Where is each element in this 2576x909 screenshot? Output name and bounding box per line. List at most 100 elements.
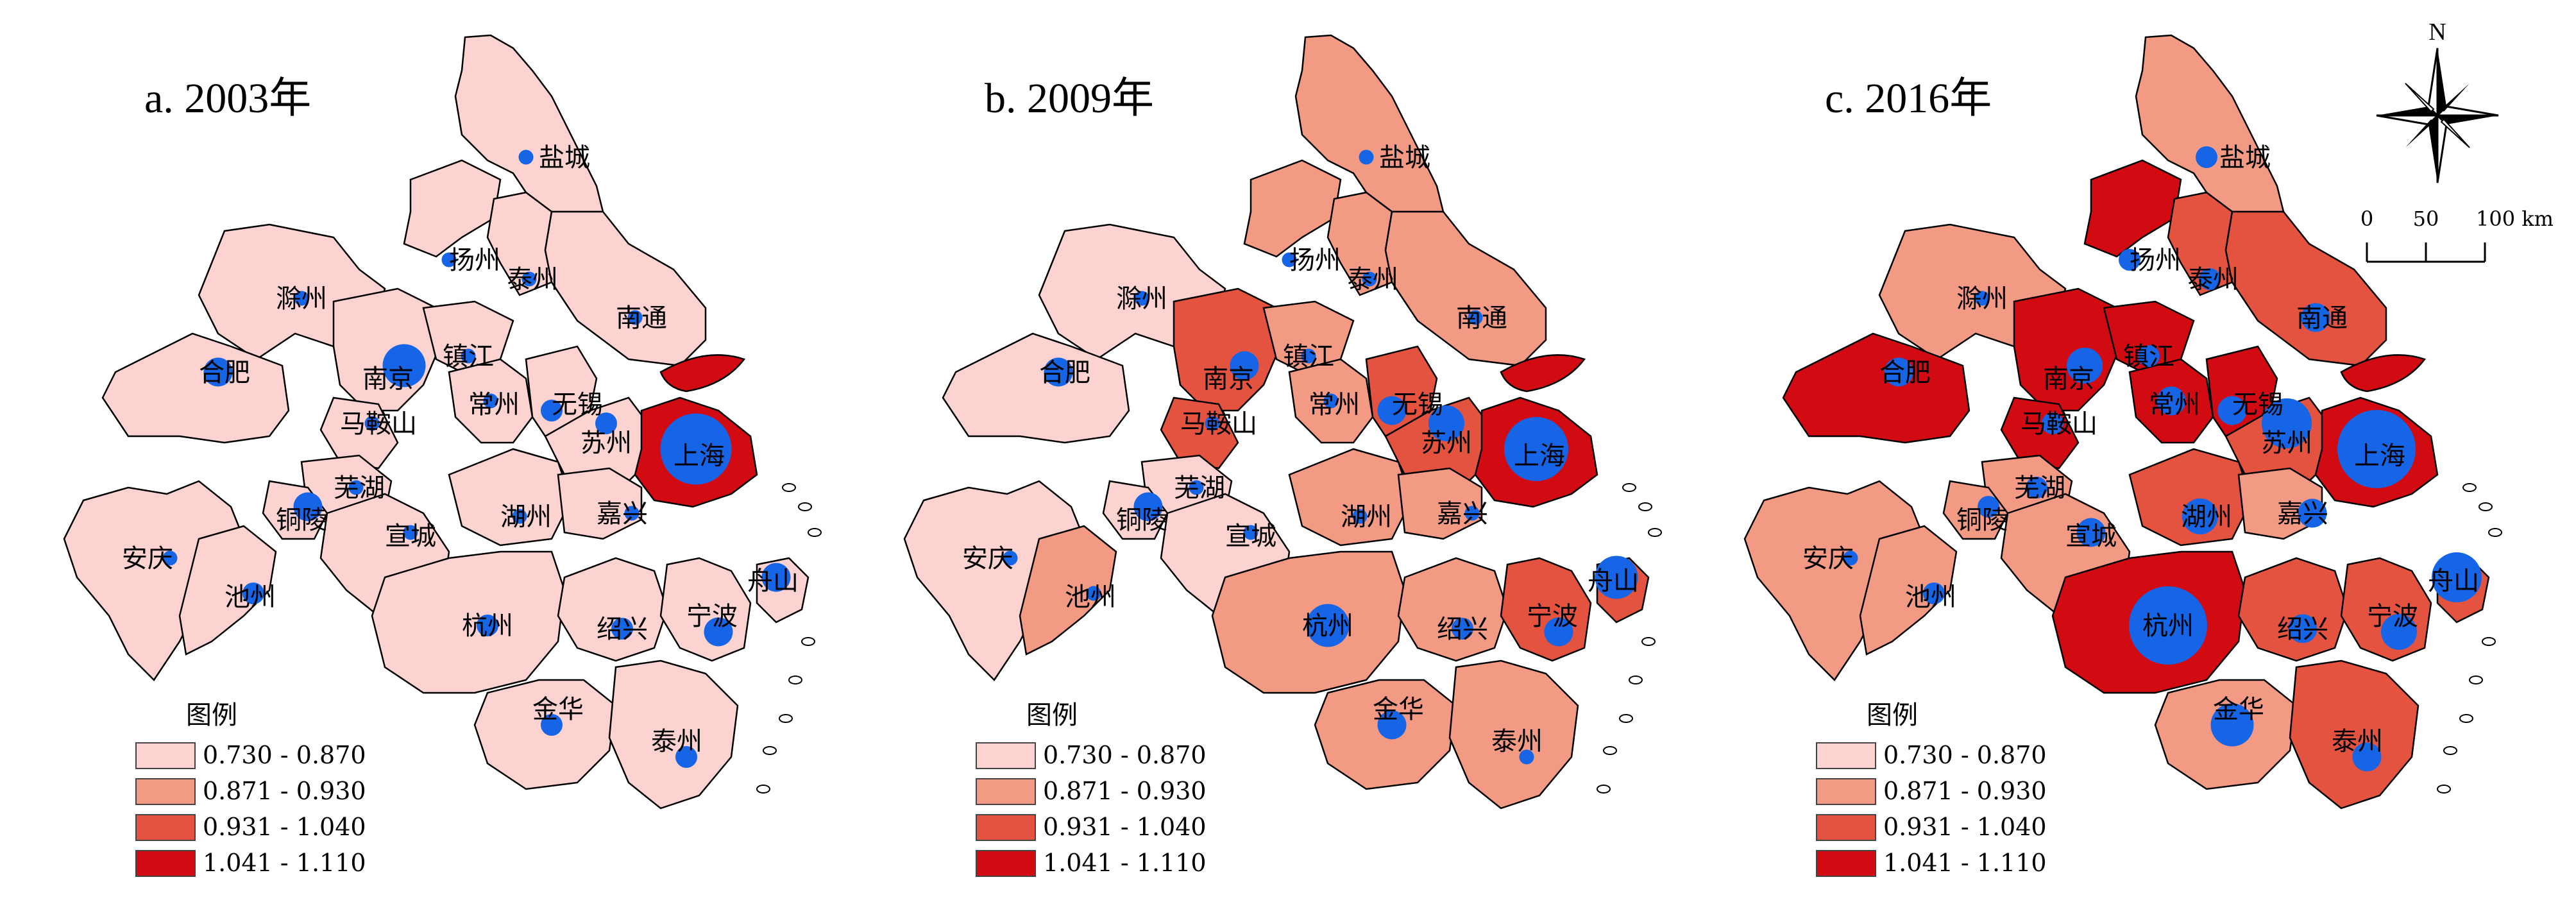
bubble-绍兴 bbox=[2288, 614, 2318, 643]
city-label-池州: 池州 bbox=[1065, 582, 1116, 612]
islet bbox=[2482, 637, 2496, 646]
region-泰州2 bbox=[2289, 659, 2419, 810]
city-label-池州: 池州 bbox=[225, 582, 276, 612]
bubble-池州 bbox=[1923, 582, 1945, 604]
city-label-泰州2: 泰州 bbox=[1491, 727, 1543, 756]
bubble-安庆 bbox=[162, 550, 178, 566]
legend-label: 0.730 - 0.870 bbox=[203, 741, 366, 769]
city-label-泰州2: 泰州 bbox=[2332, 727, 2383, 756]
region-池州 bbox=[1019, 525, 1117, 656]
bubble-杭州 bbox=[2129, 586, 2207, 665]
city-label-湖州: 湖州 bbox=[2181, 502, 2232, 532]
legend-title: 图例 bbox=[1026, 701, 1078, 730]
city-label-金华: 金华 bbox=[532, 695, 584, 724]
islet bbox=[2488, 528, 2502, 537]
legend-swatch bbox=[976, 814, 1036, 841]
city-label-泰州: 泰州 bbox=[507, 265, 558, 294]
city-label-马鞍山: 马鞍山 bbox=[340, 409, 417, 439]
region-南通 bbox=[544, 210, 707, 367]
legend: 图例 0.730 - 0.870 0.871 - 0.930 0.931 - 1.04… bbox=[1816, 701, 2047, 877]
legend: 图例 0.730 - 0.870 0.871 - 0.930 0.931 - 1.04… bbox=[976, 701, 1207, 877]
bubble-宣城 bbox=[403, 525, 418, 540]
city-label-池州: 池州 bbox=[1905, 582, 1956, 612]
bubble-泰州 bbox=[521, 271, 537, 287]
city-label-合肥: 合肥 bbox=[1039, 358, 1090, 387]
bubble-宣城 bbox=[2076, 518, 2106, 547]
islet bbox=[2437, 785, 2451, 794]
city-label-盐城: 盐城 bbox=[1379, 143, 1430, 173]
region-绍兴 bbox=[2237, 557, 2349, 662]
bubble-舟山 bbox=[2432, 552, 2482, 602]
region-绍兴 bbox=[557, 557, 668, 662]
bubble-安庆 bbox=[1003, 550, 1018, 566]
city-label-嘉兴: 嘉兴 bbox=[597, 499, 648, 529]
legend-swatch bbox=[135, 850, 196, 877]
region-嘉兴 bbox=[557, 467, 643, 540]
bubble-杭州 bbox=[1306, 604, 1350, 647]
city-label-杭州: 杭州 bbox=[462, 611, 513, 641]
bubble-金华 bbox=[1377, 710, 1407, 740]
city-label-宁波: 宁波 bbox=[2367, 602, 2418, 631]
scale-label-100: 100 km bbox=[2476, 207, 2554, 231]
region-泰州2 bbox=[1448, 659, 1579, 810]
legend-swatch bbox=[1816, 814, 1876, 841]
islet bbox=[763, 746, 777, 755]
city-label-铜陵: 铜陵 bbox=[1116, 505, 1167, 535]
city-label-安庆: 安庆 bbox=[122, 544, 173, 573]
islet bbox=[2443, 746, 2457, 755]
city-label-上海: 上海 bbox=[2354, 441, 2405, 471]
legend-label: 1.041 - 1.110 bbox=[203, 849, 366, 877]
bubble-宁波 bbox=[704, 617, 733, 647]
islet bbox=[779, 714, 793, 723]
city-label-杭州: 杭州 bbox=[2142, 611, 2194, 641]
bubble-宁波 bbox=[1544, 617, 1573, 647]
bubble-滁州 bbox=[1134, 291, 1149, 306]
bubble-嘉兴 bbox=[1464, 505, 1480, 521]
region-扬州 bbox=[2083, 159, 2182, 258]
bubble-金华 bbox=[2210, 703, 2254, 747]
islet bbox=[2459, 714, 2473, 723]
city-label-南京: 南京 bbox=[2043, 364, 2094, 394]
city-label-无锡: 无锡 bbox=[1392, 390, 1443, 420]
legend-swatch bbox=[135, 742, 196, 769]
bubble-芜湖 bbox=[1189, 480, 1204, 495]
bubble-无锡 bbox=[541, 400, 563, 421]
islet bbox=[798, 502, 812, 511]
city-label-芜湖: 芜湖 bbox=[1174, 473, 1225, 503]
city-label-南通: 南通 bbox=[2296, 303, 2348, 333]
city-label-合肥: 合肥 bbox=[1879, 358, 1931, 387]
region-金华 bbox=[473, 679, 617, 790]
bubble-南通 bbox=[1468, 310, 1483, 325]
islet bbox=[1619, 714, 1633, 723]
bubble-南京 bbox=[382, 344, 426, 387]
city-label-宣城: 宣城 bbox=[2065, 522, 2117, 551]
bubble-扬州 bbox=[441, 252, 457, 268]
bubble-常州 bbox=[483, 393, 498, 409]
bubble-合肥 bbox=[1044, 357, 1073, 387]
bubble-安庆 bbox=[1843, 550, 1858, 566]
panel-title: a. 2003年 bbox=[144, 75, 311, 122]
region-南通 bbox=[2224, 210, 2387, 367]
bubble-泰州 bbox=[2199, 268, 2221, 290]
bubble-镇江 bbox=[461, 348, 476, 364]
islet bbox=[1603, 746, 1617, 755]
city-label-宁波: 宁波 bbox=[686, 602, 738, 631]
region-湖州 bbox=[1288, 448, 1412, 547]
scale-label-50: 50 bbox=[2413, 207, 2439, 231]
city-label-常州: 常州 bbox=[468, 390, 520, 420]
bubble-盐城 bbox=[518, 149, 534, 165]
legend-label: 0.871 - 0.930 bbox=[1043, 777, 1207, 805]
legend-label: 0.931 - 1.040 bbox=[1883, 813, 2047, 841]
islet bbox=[801, 637, 815, 646]
legend-swatch bbox=[1816, 850, 1876, 877]
legend-label: 0.730 - 0.870 bbox=[1883, 741, 2047, 769]
region-南京 bbox=[1173, 287, 1284, 412]
region-南通 bbox=[1384, 210, 1547, 367]
bubble-杭州 bbox=[477, 615, 498, 636]
islet bbox=[808, 528, 822, 537]
islet bbox=[1629, 675, 1643, 684]
city-label-舟山: 舟山 bbox=[2428, 566, 2479, 596]
bubble-铜陵 bbox=[1133, 492, 1163, 522]
bubble-常州 bbox=[1323, 393, 1339, 409]
